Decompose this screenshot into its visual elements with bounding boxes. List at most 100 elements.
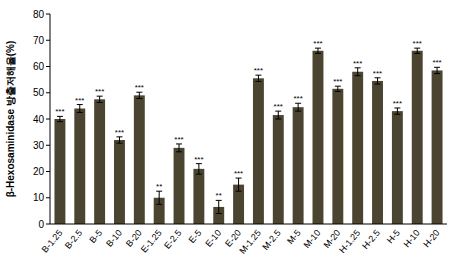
y-tick-label: 80 xyxy=(33,9,45,20)
error-stem xyxy=(317,48,318,53)
x-tick-label: B-2.5 xyxy=(63,228,84,251)
error-cap xyxy=(315,53,321,54)
x-tick-label: H-10 xyxy=(402,228,422,249)
significance: *** xyxy=(274,102,283,111)
error-bar xyxy=(196,164,202,175)
error-stem xyxy=(357,68,358,76)
x-tick-label: E-1.25 xyxy=(139,228,164,255)
error-cap xyxy=(77,112,83,113)
x-tick-label: M-10 xyxy=(302,228,323,250)
error-stem xyxy=(337,86,338,91)
y-tick xyxy=(46,92,50,93)
error-stem xyxy=(278,111,279,119)
error-stem xyxy=(179,144,180,152)
x-tick-label: H-1.25 xyxy=(337,228,362,255)
error-cap xyxy=(116,143,122,144)
error-bar xyxy=(414,48,420,53)
error-bar xyxy=(116,137,122,143)
significance: *** xyxy=(413,39,422,48)
x-tick-label: H-20 xyxy=(421,228,441,249)
bar xyxy=(412,51,423,224)
significance: *** xyxy=(194,155,203,164)
significance: *** xyxy=(333,77,342,86)
error-cap xyxy=(394,114,400,115)
significance: *** xyxy=(373,69,382,78)
significance: *** xyxy=(135,83,144,92)
error-cap xyxy=(156,204,162,205)
x-tick-label: M-5 xyxy=(285,228,303,246)
bar xyxy=(74,109,85,225)
x-tick-label: E-5 xyxy=(187,228,204,245)
y-tick-label: 10 xyxy=(33,192,45,203)
error-bar xyxy=(434,67,440,73)
y-tick xyxy=(46,119,50,120)
error-bar xyxy=(295,103,301,111)
error-cap xyxy=(375,84,381,85)
error-bar xyxy=(236,178,242,191)
bar xyxy=(313,51,324,224)
x-axis xyxy=(50,224,447,225)
error-stem xyxy=(119,137,120,143)
y-tick-label: 50 xyxy=(33,87,45,98)
significance: *** xyxy=(254,66,263,75)
bar xyxy=(134,95,145,224)
error-stem xyxy=(437,67,438,73)
bar xyxy=(253,78,264,224)
error-stem xyxy=(397,108,398,114)
x-tick-label: B-10 xyxy=(104,228,124,249)
error-cap xyxy=(216,213,222,214)
error-bar xyxy=(394,108,400,114)
x-tick-label: B-5 xyxy=(87,228,104,245)
error-cap xyxy=(255,81,261,82)
y-tick-label: 70 xyxy=(33,35,45,46)
x-tick-label: H-2.5 xyxy=(360,228,382,251)
error-stem xyxy=(159,191,160,204)
bar xyxy=(392,111,403,224)
error-bar xyxy=(375,78,381,84)
error-cap xyxy=(97,102,103,103)
error-cap xyxy=(434,73,440,74)
significance: ** xyxy=(156,182,162,191)
y-tick-label: 0 xyxy=(38,219,44,230)
y-tick xyxy=(46,40,50,41)
error-stem xyxy=(99,96,100,102)
error-cap xyxy=(414,53,420,54)
error-bar xyxy=(275,111,281,119)
significance: *** xyxy=(353,59,362,68)
error-bar xyxy=(97,96,103,102)
error-cap xyxy=(236,191,242,192)
error-bar xyxy=(216,200,222,213)
bar xyxy=(174,148,185,224)
error-stem xyxy=(198,164,199,175)
error-bar xyxy=(57,116,63,121)
y-tick xyxy=(46,197,50,198)
x-tick-label: E-2.5 xyxy=(162,228,183,251)
error-cap xyxy=(355,75,361,76)
y-tick-label: 20 xyxy=(33,166,45,177)
y-tick-label: 30 xyxy=(33,140,45,151)
error-stem xyxy=(298,103,299,111)
y-tick xyxy=(46,171,50,172)
error-stem xyxy=(59,116,60,121)
error-bar xyxy=(176,144,182,152)
bar xyxy=(332,89,343,224)
x-tick-label: E-10 xyxy=(203,228,223,249)
error-stem xyxy=(79,105,80,113)
bars xyxy=(54,48,442,224)
significance: *** xyxy=(293,94,302,103)
bar xyxy=(193,169,204,224)
error-bar xyxy=(355,68,361,76)
significance: *** xyxy=(115,128,124,137)
error-bar xyxy=(156,191,162,204)
bar xyxy=(114,140,125,224)
y-tick xyxy=(46,145,50,146)
bar xyxy=(54,119,65,224)
error-cap xyxy=(176,151,182,152)
error-cap xyxy=(136,98,142,99)
bar xyxy=(432,70,443,224)
y-tick xyxy=(46,66,50,67)
significance: *** xyxy=(234,169,243,178)
error-stem xyxy=(258,75,259,81)
bar xyxy=(293,107,304,224)
bar xyxy=(94,99,105,224)
